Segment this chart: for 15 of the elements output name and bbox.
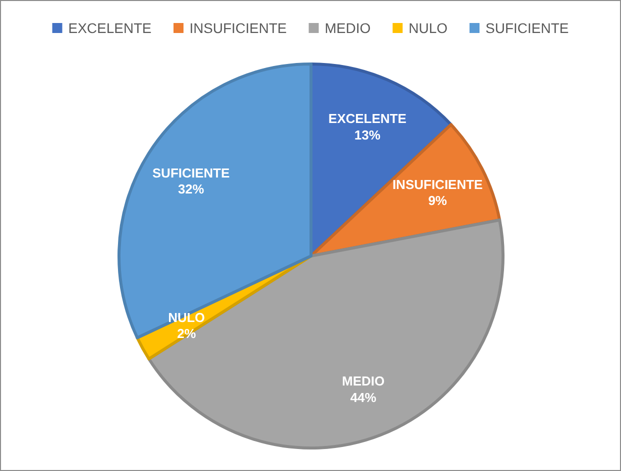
data-label: 32% bbox=[178, 182, 204, 197]
legend-label: INSUFICIENTE bbox=[190, 20, 287, 36]
slice-label: SUFICIENTE bbox=[152, 165, 230, 180]
legend-label: SUFICIENTE bbox=[486, 20, 569, 36]
legend-label: EXCELENTE bbox=[68, 20, 152, 36]
legend-label: MEDIO bbox=[324, 20, 371, 36]
slice-label: EXCELENTE bbox=[328, 111, 407, 126]
data-label: 13% bbox=[354, 127, 381, 142]
legend-label: NULO bbox=[408, 20, 448, 36]
data-label: 44% bbox=[350, 390, 377, 405]
pie-slice bbox=[147, 218, 504, 450]
slice-label: INSUFICIENTE bbox=[392, 176, 484, 192]
pie-slice bbox=[118, 62, 312, 340]
slice-label: MEDIO bbox=[342, 374, 385, 389]
data-label: 9% bbox=[428, 193, 448, 208]
